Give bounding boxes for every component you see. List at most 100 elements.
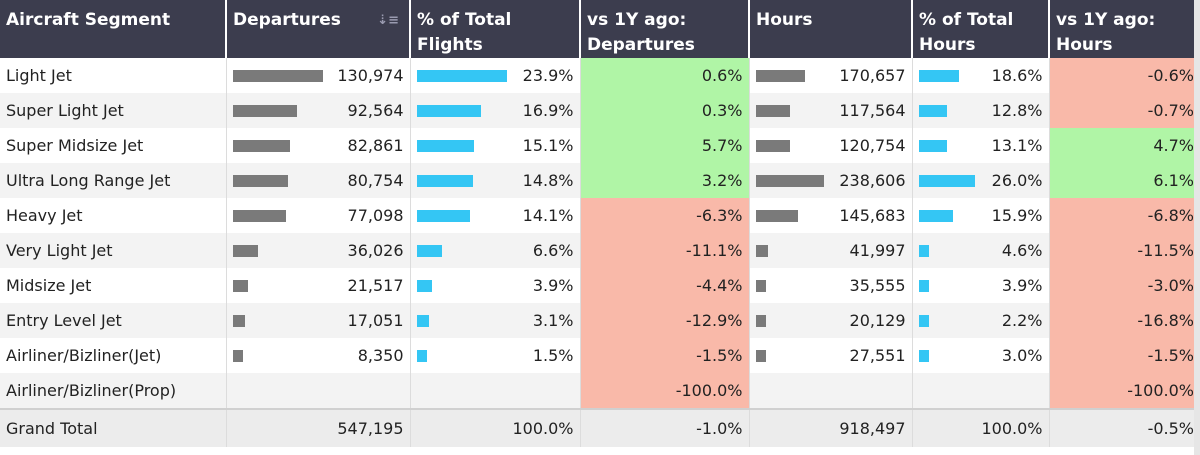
value-bar (416, 104, 481, 117)
bar-cell: 170,657 (755, 58, 906, 93)
bar-cell: 14.8% (416, 163, 574, 198)
cell-value: 14.8% (522, 171, 574, 190)
column-header-pct-hours[interactable]: % of Total Hours (912, 0, 1050, 58)
cell-value: 130,974 (337, 66, 404, 85)
bar-cell (417, 373, 574, 408)
column-header-yoy-departures[interactable]: vs 1Y ago: Departures (580, 0, 750, 58)
bar-cell: 1.5% (416, 338, 574, 373)
bar-cell: 3.0% (918, 338, 1043, 373)
total-segment: Grand Total (0, 408, 227, 447)
column-header-departures[interactable]: Departures ⇣≡ (226, 0, 411, 58)
bar-cell: 130,974 (232, 58, 404, 93)
column-header-label: Departures (233, 10, 341, 30)
value-bar (232, 279, 248, 292)
value-bar (755, 279, 766, 292)
table-row[interactable]: Super Light Jet 92,564 16.9% 0.3% 117,564 12.… (0, 93, 1200, 128)
bar-cell: 238,606 (755, 163, 906, 198)
cell-value: 2.2% (1001, 311, 1043, 330)
table-row[interactable]: Midsize Jet 21,517 3.9% -4.4% 35,555 3.9% -3.0… (0, 268, 1200, 303)
segment-name: Heavy Jet (0, 198, 227, 233)
bar-cell: 27,551 (755, 338, 906, 373)
cell-value: 8,350 (357, 346, 404, 365)
cell-value: 120,754 (839, 136, 906, 155)
cell-value: 26.0% (991, 171, 1043, 190)
cell-value: 6.6% (532, 241, 574, 260)
value-bar (918, 174, 975, 187)
value-bar (918, 279, 929, 292)
table-row[interactable]: Airliner/Bizliner(Prop) -100.0% -100.0% (0, 373, 1200, 409)
total-yoy-hours: -0.5% (1049, 408, 1200, 447)
total-yoy-dep: -1.0% (580, 408, 750, 447)
cell-value: 17,051 (347, 311, 404, 330)
yoy-cell: 0.3% (580, 93, 750, 128)
yoy-cell: 0.6% (580, 58, 750, 93)
column-header-label: Aircraft Segment (6, 10, 171, 30)
bar-cell: 145,683 (755, 198, 906, 233)
bar-cell (919, 373, 1043, 408)
cell-value: 35,555 (849, 276, 906, 295)
cell-value: 92,564 (347, 101, 404, 120)
cell-value: 3.9% (1001, 276, 1043, 295)
yoy-cell: 3.2% (580, 163, 750, 198)
bar-cell: 17,051 (232, 303, 404, 338)
value-bar (755, 174, 824, 187)
cell-value: 41,997 (849, 241, 906, 260)
scrollbar[interactable] (1194, 0, 1200, 455)
table-body: Light Jet 130,974 23.9% 0.6% 170,657 18.6% -0.… (0, 58, 1200, 447)
cell-value: 4.6% (1001, 241, 1043, 260)
table-row[interactable]: Heavy Jet 77,098 14.1% -6.3% 145,683 15.9% -6.… (0, 198, 1200, 233)
cell-value: 15.1% (522, 136, 574, 155)
yoy-cell: -100.0% (580, 373, 750, 409)
table-header: Aircraft Segment Departures ⇣≡ % of Total… (0, 0, 1200, 58)
yoy-cell: -12.9% (580, 303, 750, 338)
bar-cell: 20,129 (755, 303, 906, 338)
segment-name: Ultra Long Range Jet (0, 163, 227, 198)
value-bar (416, 174, 473, 187)
value-bar (755, 349, 766, 362)
value-bar (755, 69, 805, 82)
yoy-cell: 4.7% (1049, 128, 1200, 163)
bar-cell: 4.6% (918, 233, 1043, 268)
bar-cell: 2.2% (918, 303, 1043, 338)
value-bar (918, 139, 947, 152)
table-row[interactable]: Very Light Jet 36,026 6.6% -11.1% 41,997 4.6%… (0, 233, 1200, 268)
value-bar (416, 209, 470, 222)
segment-name: Airliner/Bizliner(Jet) (0, 338, 227, 373)
segment-name: Super Midsize Jet (0, 128, 227, 163)
segment-name: Light Jet (0, 58, 227, 93)
column-header-pct-flights[interactable]: % of Total Flights (410, 0, 581, 58)
column-header-yoy-hours[interactable]: vs 1Y ago: Hours (1049, 0, 1200, 58)
table-row[interactable]: Super Midsize Jet 82,861 15.1% 5.7% 120,754 1… (0, 128, 1200, 163)
cell-value: 27,551 (849, 346, 906, 365)
cell-value: 12.8% (991, 101, 1043, 120)
bar-cell: 15.1% (416, 128, 574, 163)
table-row[interactable]: Airliner/Bizliner(Jet) 8,350 1.5% -1.5% 27,5… (0, 338, 1200, 373)
bar-cell: 41,997 (755, 233, 906, 268)
table-row[interactable]: Ultra Long Range Jet 80,754 14.8% 3.2% 238,6… (0, 163, 1200, 198)
column-header-label: % of Total Hours (919, 10, 1014, 55)
sort-descending-icon[interactable]: ⇣≡ (377, 13, 399, 28)
yoy-cell: -11.5% (1049, 233, 1200, 268)
bar-cell: 26.0% (918, 163, 1043, 198)
total-departures: 547,195 (226, 408, 411, 447)
bar-cell: 117,564 (755, 93, 906, 128)
bar-cell: 21,517 (232, 268, 404, 303)
cell-value: 77,098 (347, 206, 404, 225)
value-bar (918, 314, 929, 327)
bar-cell: 8,350 (232, 338, 404, 373)
total-pct-hours: 100.0% (912, 408, 1050, 447)
cell-value: 20,129 (849, 311, 906, 330)
value-bar (232, 174, 288, 187)
value-bar (232, 104, 297, 117)
table-row[interactable]: Light Jet 130,974 23.9% 0.6% 170,657 18.6% -0.… (0, 58, 1200, 93)
cell-value: 3.9% (532, 276, 574, 295)
segment-name: Airliner/Bizliner(Prop) (0, 373, 227, 409)
segment-name: Super Light Jet (0, 93, 227, 128)
bar-cell: 77,098 (232, 198, 404, 233)
column-header-hours[interactable]: Hours (749, 0, 913, 58)
segment-name: Very Light Jet (0, 233, 227, 268)
column-header-segment[interactable]: Aircraft Segment (0, 0, 227, 58)
yoy-cell: -100.0% (1049, 373, 1200, 409)
table-row[interactable]: Entry Level Jet 17,051 3.1% -12.9% 20,129 2.2… (0, 303, 1200, 338)
